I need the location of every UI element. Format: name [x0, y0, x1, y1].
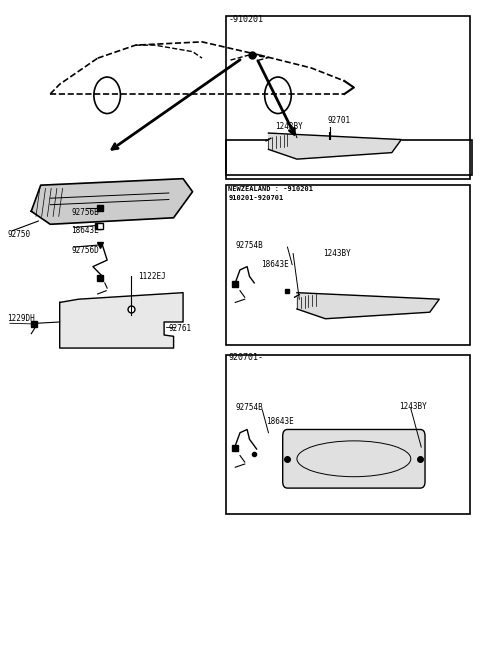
Text: 18643E: 18643E	[266, 417, 294, 426]
Text: 92756B: 92756B	[72, 208, 99, 217]
Text: 1243BY: 1243BY	[399, 402, 427, 411]
Text: 92756D: 92756D	[72, 246, 99, 255]
Text: 18643E: 18643E	[72, 226, 99, 235]
Text: 1122EJ: 1122EJ	[138, 272, 166, 281]
Text: 910201-920701: 910201-920701	[228, 195, 283, 201]
Bar	[226, 355, 470, 514]
Text: 920701-: 920701-	[228, 353, 263, 362]
Text: 1243BY: 1243BY	[323, 249, 351, 258]
Polygon shape	[297, 292, 439, 319]
Text: 92754B: 92754B	[235, 403, 263, 413]
Text: 92701: 92701	[328, 116, 351, 125]
Polygon shape	[31, 179, 192, 224]
Text: NEWZEALAND : -910201: NEWZEALAND : -910201	[228, 186, 313, 192]
Text: 92761: 92761	[169, 324, 192, 333]
Text: 1229DH: 1229DH	[8, 314, 35, 323]
Text: -910201: -910201	[228, 15, 263, 24]
Bar	[226, 185, 470, 345]
Bar	[226, 139, 472, 175]
Text: 18643E: 18643E	[261, 260, 289, 269]
Bar	[226, 16, 470, 179]
Polygon shape	[60, 292, 183, 348]
Text: 92750: 92750	[8, 229, 31, 238]
Text: 92754B: 92754B	[235, 240, 263, 250]
FancyBboxPatch shape	[283, 430, 425, 488]
Polygon shape	[268, 133, 401, 159]
Text: 1243BY: 1243BY	[276, 122, 303, 131]
